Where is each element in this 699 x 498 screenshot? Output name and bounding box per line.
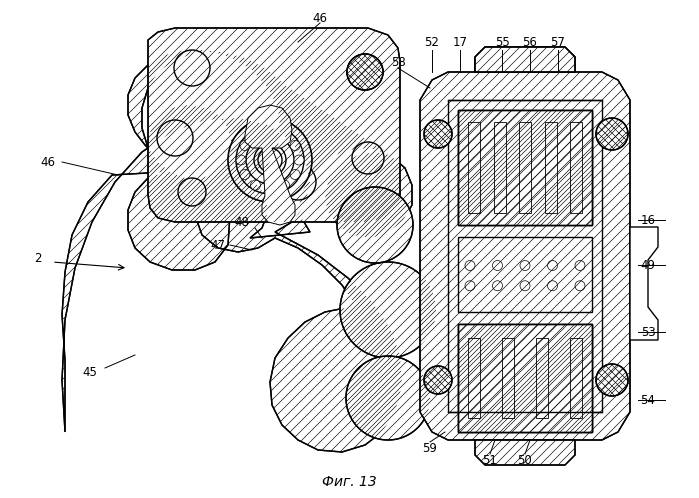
- Circle shape: [272, 189, 284, 201]
- Polygon shape: [475, 47, 575, 72]
- Circle shape: [236, 155, 246, 165]
- Text: 57: 57: [551, 35, 565, 48]
- Bar: [458, 324, 592, 432]
- Bar: [545, 122, 556, 213]
- Circle shape: [465, 260, 475, 270]
- Circle shape: [290, 140, 300, 150]
- Bar: [468, 122, 480, 213]
- Polygon shape: [596, 364, 628, 396]
- Circle shape: [294, 155, 304, 165]
- Polygon shape: [340, 262, 436, 358]
- Bar: [458, 237, 592, 312]
- Circle shape: [178, 178, 206, 206]
- Polygon shape: [596, 118, 628, 150]
- Circle shape: [265, 184, 275, 194]
- Text: 53: 53: [640, 326, 656, 339]
- Polygon shape: [424, 120, 452, 148]
- Bar: [493, 122, 505, 213]
- Bar: [493, 122, 505, 213]
- Text: 51: 51: [482, 454, 498, 467]
- Circle shape: [280, 130, 289, 140]
- Text: 48: 48: [235, 216, 250, 229]
- Circle shape: [547, 260, 558, 270]
- Bar: [570, 338, 582, 418]
- Text: 58: 58: [391, 55, 405, 69]
- Text: 46: 46: [41, 155, 55, 168]
- Polygon shape: [148, 28, 400, 222]
- Text: 49: 49: [640, 258, 656, 271]
- Bar: [519, 122, 531, 213]
- Bar: [545, 122, 556, 213]
- Circle shape: [547, 281, 558, 291]
- Circle shape: [290, 169, 300, 179]
- Text: 59: 59: [423, 442, 438, 455]
- Text: 17: 17: [452, 35, 468, 48]
- Text: 50: 50: [518, 454, 533, 467]
- Text: 56: 56: [523, 35, 538, 48]
- Polygon shape: [630, 227, 658, 340]
- Polygon shape: [337, 187, 413, 263]
- Bar: [458, 110, 592, 225]
- Circle shape: [520, 281, 530, 291]
- Text: 45: 45: [82, 366, 97, 378]
- Circle shape: [157, 120, 193, 156]
- Circle shape: [240, 140, 250, 150]
- Bar: [468, 338, 480, 418]
- Text: 55: 55: [495, 35, 510, 48]
- Circle shape: [250, 180, 261, 190]
- Circle shape: [575, 260, 585, 270]
- Text: 47: 47: [210, 239, 226, 251]
- Circle shape: [250, 130, 261, 140]
- Polygon shape: [458, 110, 592, 225]
- Polygon shape: [245, 105, 295, 225]
- Circle shape: [347, 54, 383, 90]
- Circle shape: [280, 180, 289, 190]
- Circle shape: [520, 260, 530, 270]
- Polygon shape: [347, 54, 383, 90]
- Circle shape: [228, 118, 312, 202]
- Circle shape: [352, 142, 384, 174]
- Polygon shape: [420, 72, 630, 440]
- Text: Фиг. 13: Фиг. 13: [322, 475, 376, 489]
- Bar: [502, 338, 514, 418]
- Circle shape: [174, 50, 210, 86]
- Circle shape: [575, 281, 585, 291]
- Polygon shape: [424, 366, 452, 394]
- Text: 54: 54: [640, 393, 656, 406]
- Polygon shape: [475, 440, 575, 465]
- Text: 52: 52: [424, 35, 440, 48]
- Circle shape: [280, 164, 316, 200]
- Circle shape: [265, 126, 275, 136]
- Bar: [536, 338, 548, 418]
- Bar: [570, 122, 582, 213]
- Bar: [448, 100, 602, 412]
- Circle shape: [465, 281, 475, 291]
- Bar: [570, 122, 582, 213]
- Text: 2: 2: [34, 251, 42, 264]
- Text: 16: 16: [640, 214, 656, 227]
- Circle shape: [258, 148, 282, 172]
- Polygon shape: [346, 356, 430, 440]
- Text: 46: 46: [312, 11, 328, 24]
- Bar: [468, 122, 480, 213]
- Polygon shape: [62, 50, 412, 452]
- Polygon shape: [475, 47, 575, 72]
- Circle shape: [240, 169, 250, 179]
- Circle shape: [493, 260, 503, 270]
- Circle shape: [493, 281, 503, 291]
- Polygon shape: [458, 324, 592, 432]
- Bar: [519, 122, 531, 213]
